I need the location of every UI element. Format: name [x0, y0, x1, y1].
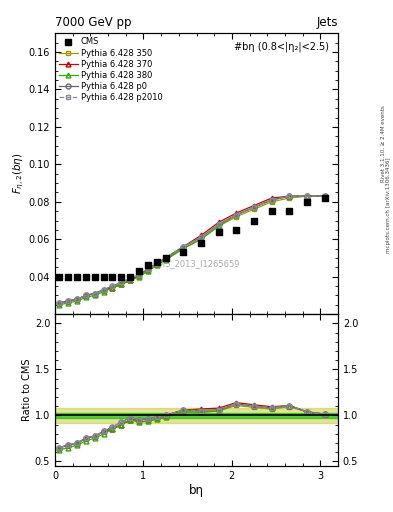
Legend: CMS, Pythia 6.428 350, Pythia 6.428 370, Pythia 6.428 380, Pythia 6.428 p0, Pyth: CMS, Pythia 6.428 350, Pythia 6.428 370,…: [57, 36, 164, 103]
X-axis label: bη: bη: [189, 483, 204, 497]
Text: #bη (0.8<|η₂|<2.5): #bη (0.8<|η₂|<2.5): [235, 41, 329, 52]
Point: [136, 267, 142, 275]
Point: [127, 272, 133, 281]
Text: CMS_2013_I1265659: CMS_2013_I1265659: [153, 259, 240, 268]
Point: [215, 228, 222, 236]
Point: [154, 258, 160, 266]
Point: [118, 272, 125, 281]
Point: [92, 272, 98, 281]
Point: [286, 207, 292, 215]
Point: [321, 194, 328, 202]
Point: [145, 261, 151, 269]
Text: mcplots.cern.ch [arXiv:1306.3436]: mcplots.cern.ch [arXiv:1306.3436]: [386, 157, 391, 252]
Point: [180, 248, 186, 257]
Y-axis label: $F_{\eta,2}(b\eta)$: $F_{\eta,2}(b\eta)$: [11, 153, 26, 195]
Y-axis label: Ratio to CMS: Ratio to CMS: [22, 359, 32, 421]
Point: [162, 254, 169, 262]
Point: [83, 272, 89, 281]
Point: [65, 272, 72, 281]
Text: Rivet 3.1.10, ≥ 2.4M events: Rivet 3.1.10, ≥ 2.4M events: [381, 105, 386, 182]
Point: [56, 272, 62, 281]
Point: [268, 207, 275, 215]
Point: [233, 226, 239, 234]
Point: [74, 272, 80, 281]
Point: [198, 239, 204, 247]
Point: [109, 272, 116, 281]
Point: [304, 198, 310, 206]
Point: [101, 272, 107, 281]
Text: 7000 GeV pp: 7000 GeV pp: [55, 16, 132, 29]
Point: [251, 217, 257, 225]
Text: Jets: Jets: [316, 16, 338, 29]
